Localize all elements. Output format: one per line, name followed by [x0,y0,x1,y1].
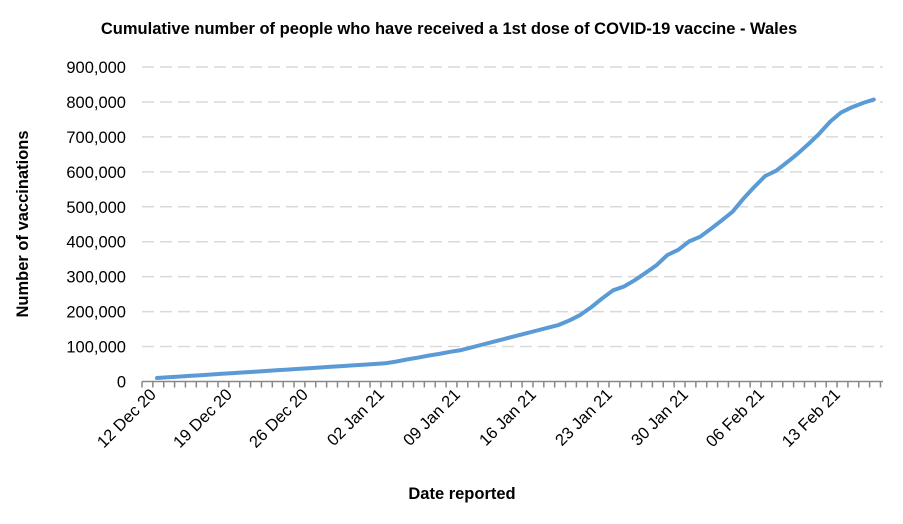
x-tick-label: 23 Jan 21 [552,386,616,450]
x-tick-label: 12 Dec 20 [94,386,160,452]
y-tick-label: 600,000 [66,164,126,182]
series-line [155,97,876,380]
y-axis-label: Number of vaccinations [14,130,32,317]
x-tick-label: 06 Feb 21 [703,386,768,451]
x-tick-label: 13 Feb 21 [779,386,844,451]
x-tick-label: 30 Jan 21 [628,386,692,450]
x-tick-label: 26 Dec 20 [246,386,312,452]
y-tick-label: 0 [117,374,126,392]
y-tick-label: 300,000 [66,269,126,287]
x-tick-label: 02 Jan 21 [324,386,388,450]
x-tick-label: 19 Dec 20 [170,386,236,452]
y-tick-label: 800,000 [66,94,126,112]
y-tick-label: 100,000 [66,339,126,357]
y-tick-label: 200,000 [66,304,126,322]
y-tick-label: 900,000 [66,59,126,77]
chart-title: Cumulative number of people who have rec… [101,20,797,38]
x-axis-label: Date reported [408,485,515,503]
x-tick-label: 09 Jan 21 [400,386,464,450]
x-tick-label: 16 Jan 21 [476,386,540,450]
y-tick-label: 400,000 [66,234,126,252]
y-tick-label: 700,000 [66,129,126,147]
y-tick-label: 500,000 [66,199,126,217]
